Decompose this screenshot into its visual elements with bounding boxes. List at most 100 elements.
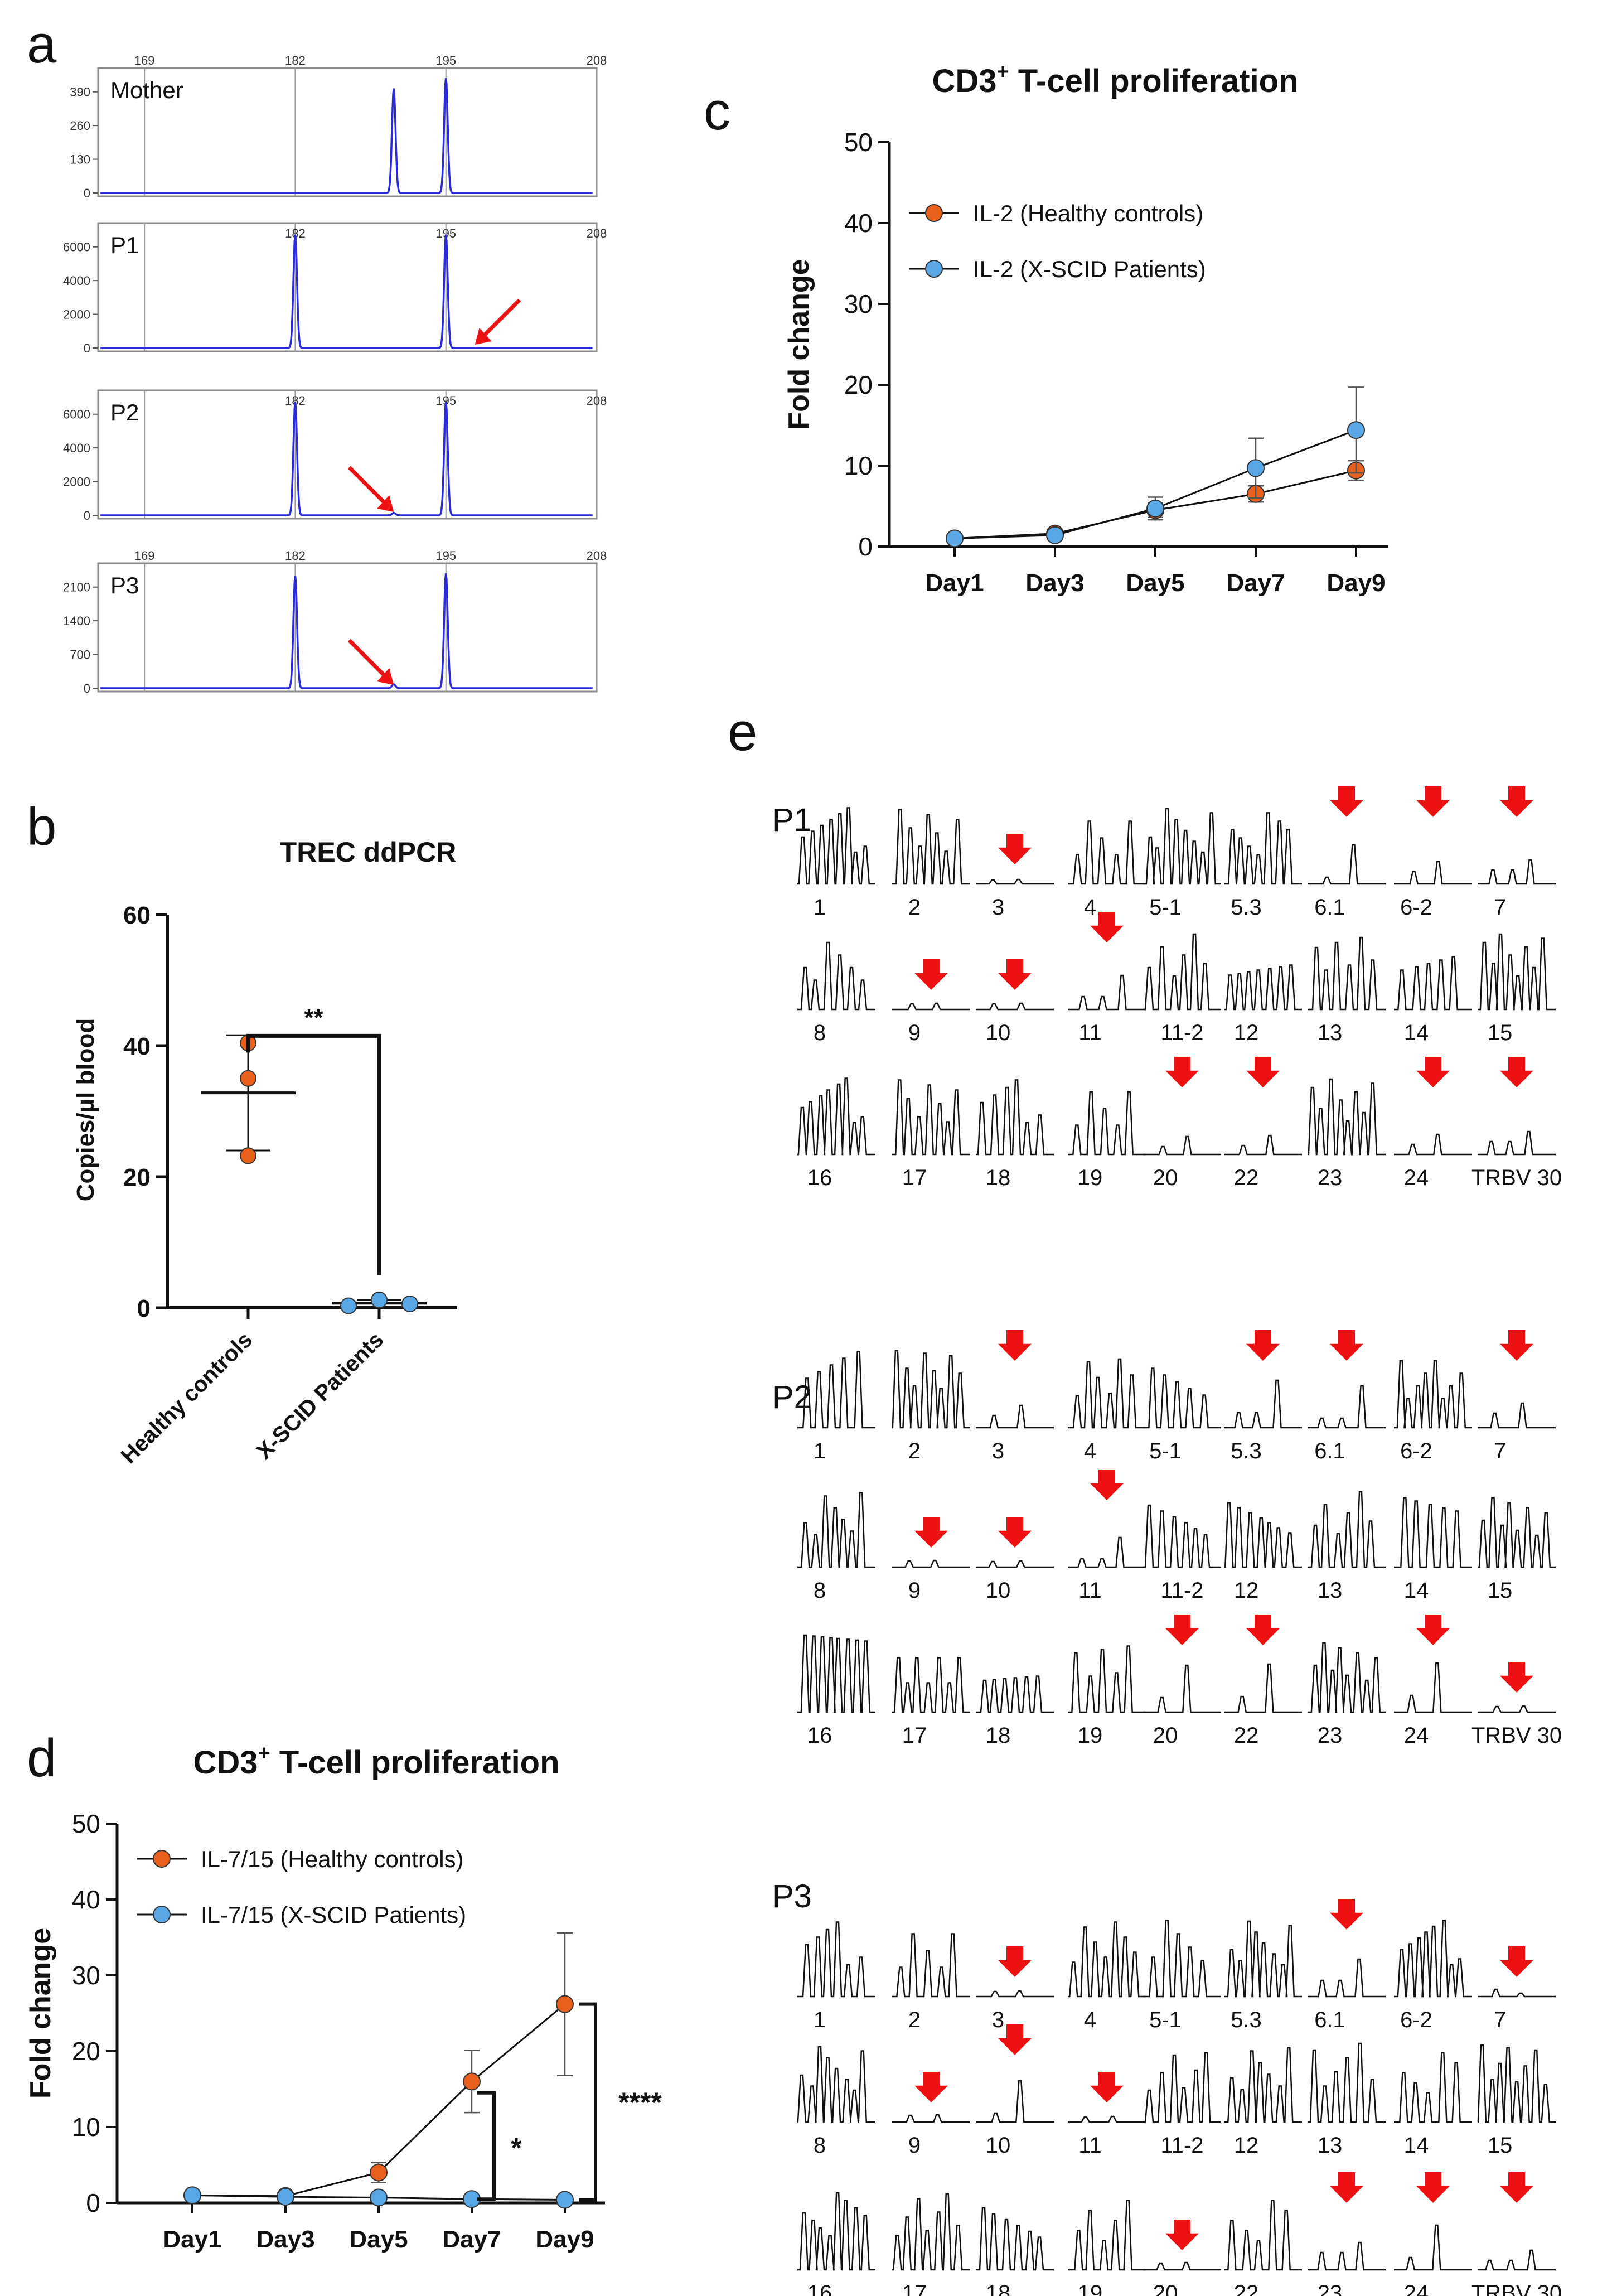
red-arrow-icon — [998, 834, 1032, 864]
red-arrow-icon — [1500, 786, 1533, 817]
y-tick-label: 30 — [844, 289, 873, 318]
spectratype-trace — [1224, 812, 1302, 885]
data-point — [370, 2163, 388, 2182]
y-tick-label: 20 — [72, 2037, 100, 2066]
trbv-label: 5.3 — [1231, 895, 1262, 920]
trbv-label: 7 — [1494, 2008, 1506, 2032]
trbv-label: 1 — [814, 895, 826, 920]
trbv-label: 14 — [1404, 1021, 1429, 1045]
y-tick-label: 20 — [844, 370, 873, 399]
significance-label: * — [511, 2132, 522, 2163]
y-tick-label: 0 — [84, 509, 90, 523]
x-tick-label: 182 — [285, 54, 306, 67]
data-point — [277, 2188, 294, 2206]
trace-line — [100, 402, 593, 516]
y-tick-label: 0 — [84, 681, 90, 695]
red-arrow-icon — [1416, 2172, 1450, 2203]
spectratype-trace — [976, 1002, 1054, 1011]
trbv-label: 3 — [992, 895, 1004, 920]
trbv-label: TRBV 30 — [1471, 1723, 1562, 1748]
spectratype-trace — [1143, 2261, 1221, 2271]
trbv-label: 23 — [1318, 1166, 1343, 1190]
legend-label: IL-2 (Healthy controls) — [973, 200, 1203, 226]
data-point — [1046, 526, 1064, 544]
trbv-label: 13 — [1318, 1578, 1343, 1603]
trbv-label: 9 — [908, 1021, 921, 1045]
red-arrow-icon — [1246, 1330, 1280, 1361]
spectratype-trace — [1478, 859, 1556, 885]
y-axis-label: Fold change — [783, 259, 815, 429]
panel-letter-e: e — [728, 702, 757, 762]
trbv-label: 15 — [1488, 1021, 1513, 1045]
y-tick-label: 40 — [844, 209, 873, 238]
red-arrow-icon — [1246, 1057, 1280, 1087]
significance-bracket — [246, 1033, 381, 1275]
data-point — [401, 1295, 418, 1312]
x-tick-label: Day3 — [256, 2226, 314, 2253]
spectratype-trace — [1143, 1504, 1221, 1568]
trbv-label: 24 — [1404, 1166, 1429, 1190]
red-arrowhead — [475, 328, 492, 345]
y-tick-label: 2100 — [63, 581, 90, 594]
y-tick-label: 60 — [123, 902, 151, 929]
trbv-label: 23 — [1318, 1723, 1343, 1748]
spectratype-trace — [1394, 1133, 1472, 1156]
y-tick-label: 0 — [858, 532, 873, 561]
spectratype-trace — [1478, 1402, 1556, 1429]
y-tick-label: 6000 — [63, 408, 90, 422]
spectratype-trace — [976, 1079, 1054, 1156]
y-tick-label: 130 — [70, 153, 90, 167]
spectratype-trace — [1478, 1497, 1556, 1568]
trbv-label: 20 — [1153, 1166, 1178, 1190]
trbv-label: 3 — [992, 2008, 1004, 2032]
x-tick-label: Day7 — [442, 2226, 501, 2253]
spectratype-trace — [1308, 936, 1386, 1011]
trace-frame — [97, 389, 598, 520]
trbv-label: 4 — [1084, 2008, 1096, 2032]
trbv-label: 6.1 — [1314, 2008, 1345, 2032]
data-point — [370, 2188, 388, 2207]
trbv-label: 17 — [902, 1166, 927, 1190]
trbv-label: 23 — [1318, 2281, 1343, 2296]
y-tick-label: 1400 — [63, 614, 90, 628]
spectratype-trace — [976, 1560, 1054, 1568]
trbv-label: 6-2 — [1400, 2008, 1432, 2032]
trbv-label: 8 — [814, 1578, 826, 1603]
red-arrow-icon — [998, 1330, 1032, 1361]
y-tick-label: 0 — [84, 341, 90, 355]
spectratype-trace — [1308, 2042, 1386, 2123]
red-arrow-icon — [1500, 1057, 1533, 1087]
spectratype-trace — [797, 1492, 875, 1568]
y-tick-label: 0 — [137, 1295, 151, 1322]
spectratype-trace — [892, 2193, 970, 2271]
red-arrow-icon — [998, 1517, 1032, 1548]
trbv-label: 20 — [1153, 2281, 1178, 2296]
red-arrow-icon — [1500, 1662, 1533, 1693]
trbv-label: 17 — [902, 2281, 927, 2296]
trbv-label: 12 — [1234, 1578, 1259, 1603]
red-arrow-icon — [914, 959, 948, 990]
legend-label: IL-7/15 (Healthy controls) — [201, 1846, 464, 1872]
spectratype-trace — [892, 1350, 970, 1429]
legend-marker — [153, 1906, 171, 1923]
spectratype-trace — [1068, 820, 1146, 885]
trbv-label: 20 — [1153, 1723, 1178, 1748]
spectratype-trace — [1394, 861, 1472, 885]
trbv-label: 5-1 — [1149, 895, 1182, 920]
spectratype-trace — [1143, 933, 1221, 1011]
red-arrow-icon — [1500, 2172, 1533, 2203]
red-arrow-icon — [998, 2024, 1032, 2055]
spectratype-trace — [1143, 1135, 1221, 1156]
red-arrow — [475, 298, 521, 345]
red-arrow-icon — [1330, 1330, 1363, 1361]
panel-letter-d: d — [27, 1728, 56, 1788]
trbv-label: 4 — [1084, 895, 1096, 920]
trbv-label: 11-2 — [1160, 2133, 1203, 2158]
trbv-label: TRBV 30 — [1471, 1166, 1562, 1190]
trbv-label: 7 — [1494, 895, 1506, 920]
spectratype-trace — [1394, 1920, 1472, 1998]
spectratype-trace — [892, 809, 970, 885]
x-tick-label: Day9 — [1327, 569, 1385, 597]
data-point — [371, 1291, 388, 1308]
